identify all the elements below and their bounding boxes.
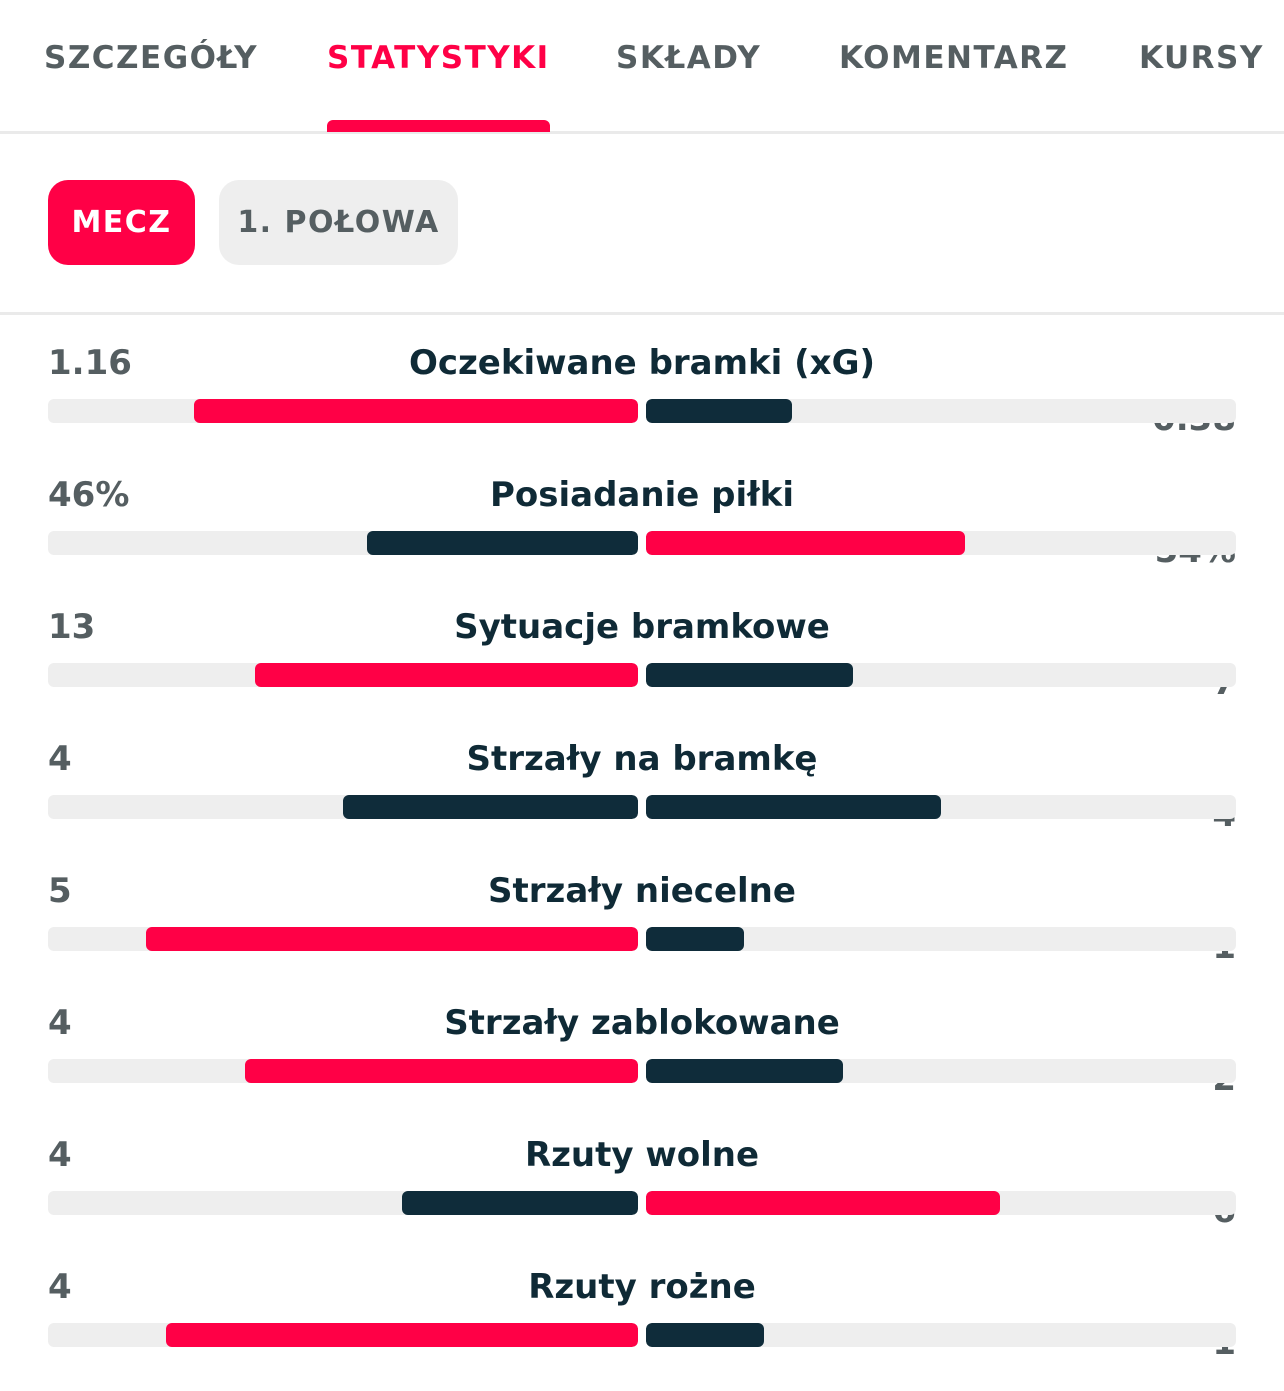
stat-label: Posiadanie piłki [489,475,795,515]
stat-header: 4 Rzuty wolne 6 [48,1127,1236,1231]
home-bar-fill [244,1059,638,1083]
away-bar-fill [646,663,853,687]
away-bar-fill [646,1059,843,1083]
stat-label: Oczekiwane bramki (xG) [408,343,876,383]
tab-bar: SZCZEGÓŁY STATYSTYKI SKŁADY KOMENTARZ KU… [0,0,1284,134]
home-bar-fill [193,399,638,423]
away-bar-fill [646,531,965,555]
stat-bar [48,1191,1236,1215]
home-value: 13 [48,607,96,647]
stat-row: 4 Rzuty wolne 6 [48,1127,1236,1259]
stat-header: 4 Strzały na bramkę 4 [48,731,1236,835]
stat-header: 4 Strzały zablokowane 2 [48,995,1236,1099]
stat-bar [48,531,1236,555]
stat-header: 1.16 Oczekiwane bramki (xG) 0.38 [48,335,1236,439]
home-bar-track [48,1323,638,1347]
stat-row: 46% Posiadanie piłki 54% [48,467,1236,599]
away-bar-fill [646,1323,764,1347]
away-bar-fill [646,795,941,819]
tab-details[interactable]: SZCZEGÓŁY [44,40,259,76]
away-bar-track [646,1191,1236,1215]
stat-label: Strzały niecelne [488,871,796,911]
home-bar-track [48,663,638,687]
stat-row: 4 Strzały na bramkę 4 [48,731,1236,863]
away-bar-fill [646,399,792,423]
home-value: 4 [48,1267,72,1307]
tab-lineups[interactable]: SKŁADY [616,40,762,76]
stat-label: Sytuacje bramkowe [454,607,830,647]
home-bar-fill [166,1323,638,1347]
home-bar-track [48,927,638,951]
away-bar-fill [646,927,745,951]
away-bar-track [646,1323,1236,1347]
stat-row: 4 Strzały zablokowane 2 [48,995,1236,1127]
away-bar-track [646,795,1236,819]
home-value: 4 [48,1135,72,1175]
match-filter-button[interactable]: MECZ [48,180,195,265]
away-bar-track [646,663,1236,687]
stat-header: 5 Strzały niecelne 1 [48,863,1236,967]
stat-row: 4 Rzuty rożne 1 [48,1259,1236,1391]
stat-bar [48,927,1236,951]
home-bar-fill [146,927,638,951]
home-value: 4 [48,1003,72,1043]
away-bar-track [646,927,1236,951]
stat-bar [48,663,1236,687]
away-bar-track [646,399,1236,423]
stat-row: 5 Strzały niecelne 1 [48,863,1236,995]
stat-header: 46% Posiadanie piłki 54% [48,467,1236,571]
period-filter: MECZ 1. POŁOWA [0,134,1284,315]
home-value: 1.16 [48,343,132,383]
stat-label: Strzały zablokowane [444,1003,840,1043]
home-value: 46% [48,475,130,515]
away-bar-fill [646,1191,1000,1215]
home-value: 5 [48,871,72,911]
first-half-filter-button[interactable]: 1. POŁOWA [219,180,458,265]
tab-statistics[interactable]: STATYSTYKI [327,40,550,132]
home-bar-fill [343,795,638,819]
stat-label: Rzuty wolne [524,1135,760,1175]
home-bar-track [48,1059,638,1083]
stat-bar [48,1323,1236,1347]
home-bar-fill [402,1191,638,1215]
stat-label: Strzały na bramkę [466,739,818,779]
home-bar-track [48,399,638,423]
home-bar-fill [254,663,638,687]
away-bar-track [646,531,1236,555]
home-bar-fill [366,531,638,555]
stat-header: 4 Rzuty rożne 1 [48,1259,1236,1363]
stat-bar [48,399,1236,423]
stat-header: 13 Sytuacje bramkowe 7 [48,599,1236,703]
stat-row: 1.16 Oczekiwane bramki (xG) 0.38 [48,335,1236,467]
stat-label: Rzuty rożne [528,1267,756,1307]
tab-commentary[interactable]: KOMENTARZ [839,40,1069,76]
away-bar-track [646,1059,1236,1083]
home-value: 4 [48,739,72,779]
home-bar-track [48,531,638,555]
stat-bar [48,795,1236,819]
stats-list: 1.16 Oczekiwane bramki (xG) 0.38 46% Pos… [0,315,1284,1391]
home-bar-track [48,1191,638,1215]
stat-bar [48,1059,1236,1083]
stat-row: 13 Sytuacje bramkowe 7 [48,599,1236,731]
home-bar-track [48,795,638,819]
tab-odds[interactable]: KURSY [1139,40,1264,76]
